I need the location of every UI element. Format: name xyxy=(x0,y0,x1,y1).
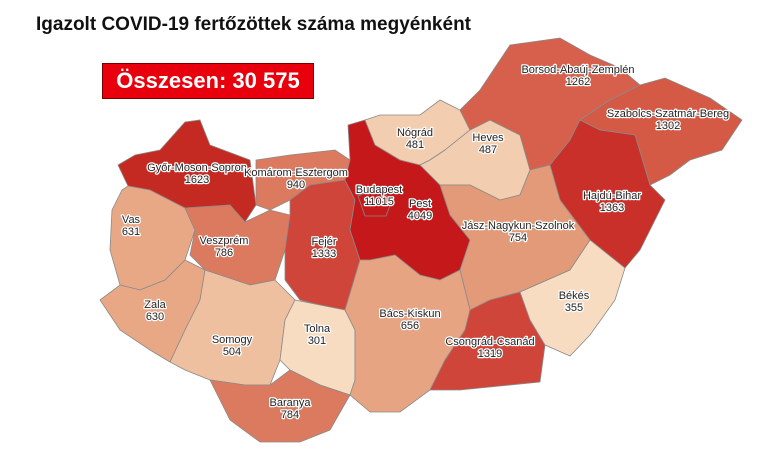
county-name-label: Csongrád-Csanád xyxy=(445,336,534,348)
county-value-label: 784 xyxy=(281,409,299,421)
county-value-label: 504 xyxy=(223,346,241,358)
county-budapest xyxy=(357,187,393,217)
county-csongrad xyxy=(429,291,546,391)
county-value-label: 301 xyxy=(308,335,326,347)
county-name-label: Borsod-Abaúj-Zemplén xyxy=(521,64,634,76)
county-name-label: Baranya xyxy=(270,397,312,409)
county-name-label: Budapest xyxy=(356,184,402,196)
county-value-label: 754 xyxy=(509,232,527,244)
county-value-label: 1623 xyxy=(185,174,209,186)
county-name-label: Szabolcs-Szatmár-Bereg xyxy=(607,108,729,120)
county-veszprem xyxy=(184,204,291,286)
county-name-label: Tolna xyxy=(304,323,331,335)
county-name-label: Heves xyxy=(472,132,504,144)
county-name-label: Pest xyxy=(409,198,431,210)
county-name-label: Nógrád xyxy=(397,127,433,139)
county-value-label: 355 xyxy=(565,302,583,314)
county-name-label: Zala xyxy=(144,299,166,311)
county-value-label: 1262 xyxy=(566,76,590,88)
county-value-label: 631 xyxy=(122,226,140,238)
county-name-label: Békés xyxy=(559,290,590,302)
total-count-box: Összesen: 30 575 fő xyxy=(102,63,314,127)
county-value-label: 481 xyxy=(406,139,424,151)
county-name-label: Jász-Nagykun-Szolnok xyxy=(462,220,575,232)
county-name-label: Fejér xyxy=(311,236,336,248)
county-value-label: 11015 xyxy=(364,196,394,208)
county-value-label: 1319 xyxy=(478,348,502,360)
county-value-label: 656 xyxy=(401,320,419,332)
county-name-label: Bács-Kiskun xyxy=(379,308,440,320)
county-name-label: Komárom-Esztergom xyxy=(244,167,348,179)
county-name-label: Vas xyxy=(122,214,141,226)
county-value-label: 1302 xyxy=(656,120,680,132)
county-name-label: Somogy xyxy=(212,334,253,346)
county-value-label: 630 xyxy=(146,311,164,323)
map-title: Igazolt COVID-19 fertőzöttek száma megyé… xyxy=(36,14,471,35)
county-value-label: 1333 xyxy=(312,248,336,260)
county-value-label: 487 xyxy=(479,144,497,156)
county-value-label: 786 xyxy=(215,247,233,259)
county-value-label: 1363 xyxy=(600,202,624,214)
county-name-label: Győr-Moson-Sopron xyxy=(147,162,247,174)
county-value-label: 940 xyxy=(287,179,305,191)
county-name-label: Hajdú-Bihar xyxy=(583,190,641,202)
county-name-label: Veszprém xyxy=(200,235,249,247)
county-value-label: 4049 xyxy=(408,210,432,222)
county-bekes xyxy=(519,239,626,357)
